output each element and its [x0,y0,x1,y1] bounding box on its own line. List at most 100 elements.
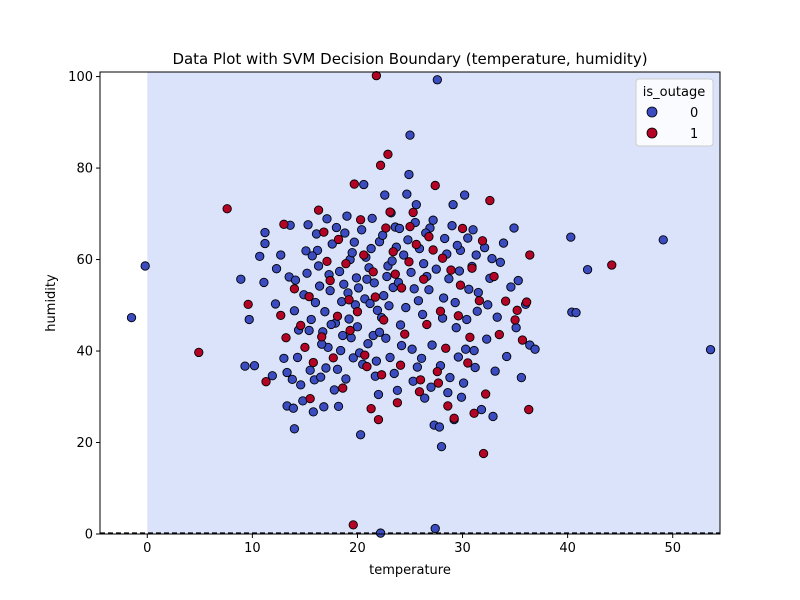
data-point-class-0 [126,312,137,323]
data-point-class-0 [394,223,405,234]
data-point-class-0 [271,264,282,274]
data-point-class-0 [320,307,330,317]
legend-label-0: 0 [690,106,698,121]
x-tick-label: 0 [143,541,151,556]
data-point-class-0 [396,340,407,351]
y-axis-label: humidity [44,274,59,332]
data-point-class-1 [385,207,395,217]
data-point-class-0 [464,284,474,294]
data-point-class-0 [384,301,394,311]
data-point-class-1 [467,263,477,273]
data-point-class-1 [390,269,400,279]
legend-title: is_outage [643,85,705,100]
data-point-class-0 [402,189,412,199]
data-point-class-0 [319,402,329,412]
data-point-class-0 [495,257,506,267]
data-point-class-1 [355,215,366,225]
data-point-class-0 [289,424,300,434]
data-point-class-1 [474,296,485,306]
data-point-class-0 [310,297,321,308]
data-point-class-0 [282,367,292,378]
data-point-class-1 [296,320,306,331]
data-point-class-0 [353,283,364,293]
data-point-class-0 [705,345,716,355]
decision-region [147,72,720,534]
data-point-class-0 [513,275,523,286]
data-point-class-0 [351,273,362,283]
data-point-class-0 [313,261,324,271]
x-axis-label: temperature [369,563,451,578]
data-point-class-1 [279,219,289,229]
data-point-class-1 [465,332,475,342]
data-point-class-0 [483,300,493,310]
data-point-class-0 [306,314,316,325]
y-tick-label: 80 [76,162,93,177]
data-point-class-0 [424,285,434,295]
data-point-class-0 [270,299,281,309]
data-point-class-0 [304,325,314,336]
data-point-class-0 [476,404,487,415]
data-point-class-1 [362,361,372,372]
data-point-class-0 [434,422,445,432]
data-point-class-0 [566,232,576,242]
data-point-class-0 [430,523,440,534]
data-point-class-1 [392,398,403,408]
data-point-class-0 [287,374,297,385]
data-point-class-0 [371,356,382,366]
data-point-class-0 [292,352,303,363]
data-point-class-1 [525,250,535,260]
data-point-class-0 [322,214,332,224]
data-point-class-0 [267,371,277,381]
data-point-class-1 [443,401,453,411]
data-point-class-1 [430,180,440,191]
data-point-class-1 [379,315,389,325]
x-tick-label: 30 [454,541,471,556]
data-point-class-1 [308,357,318,368]
data-point-class-0 [658,235,668,245]
data-point-class-0 [472,306,482,316]
data-point-class-0 [399,250,409,260]
data-point-class-0 [427,340,437,350]
data-point-class-0 [463,233,473,243]
data-point-class-1 [349,179,359,189]
data-point-class-1 [463,358,473,368]
data-point-class-0 [452,240,462,251]
data-point-class-1 [370,292,380,302]
data-point-class-0 [432,75,442,85]
data-point-class-1 [375,160,386,170]
data-point-class-0 [347,248,357,258]
data-point-class-0 [385,352,395,363]
data-point-class-0 [331,222,342,233]
data-point-class-0 [428,215,438,225]
data-point-class-1 [359,250,369,260]
data-point-class-1 [433,378,444,388]
data-point-class-1 [437,253,448,263]
x-tick-label: 20 [349,541,366,556]
legend-label-1: 1 [690,127,698,142]
data-point-class-0 [403,235,413,245]
data-point-class-0 [571,307,581,318]
data-point-class-0 [381,333,391,343]
data-point-class-1 [261,377,271,387]
data-point-class-0 [362,274,372,284]
data-point-class-0 [260,238,270,249]
data-point-class-0 [341,374,351,384]
data-point-class-1 [194,347,204,358]
data-point-class-0 [329,385,339,395]
data-point-class-1 [494,329,504,340]
axes-frame [99,71,721,535]
data-point-class-0 [302,268,312,278]
data-point-class-1 [428,245,438,255]
data-point-class-0 [308,407,318,417]
data-point-class-1 [411,239,421,250]
data-point-class-0 [419,259,429,269]
data-point-class-1 [313,205,324,215]
data-point-class-0 [382,271,392,282]
data-point-class-1 [368,267,378,277]
data-point-class-0 [332,364,343,374]
data-point-class-0 [454,266,465,276]
data-point-class-1 [607,260,617,270]
data-point-class-1 [317,332,327,342]
data-point-class-0 [325,285,335,296]
data-point-class-0 [352,322,363,332]
